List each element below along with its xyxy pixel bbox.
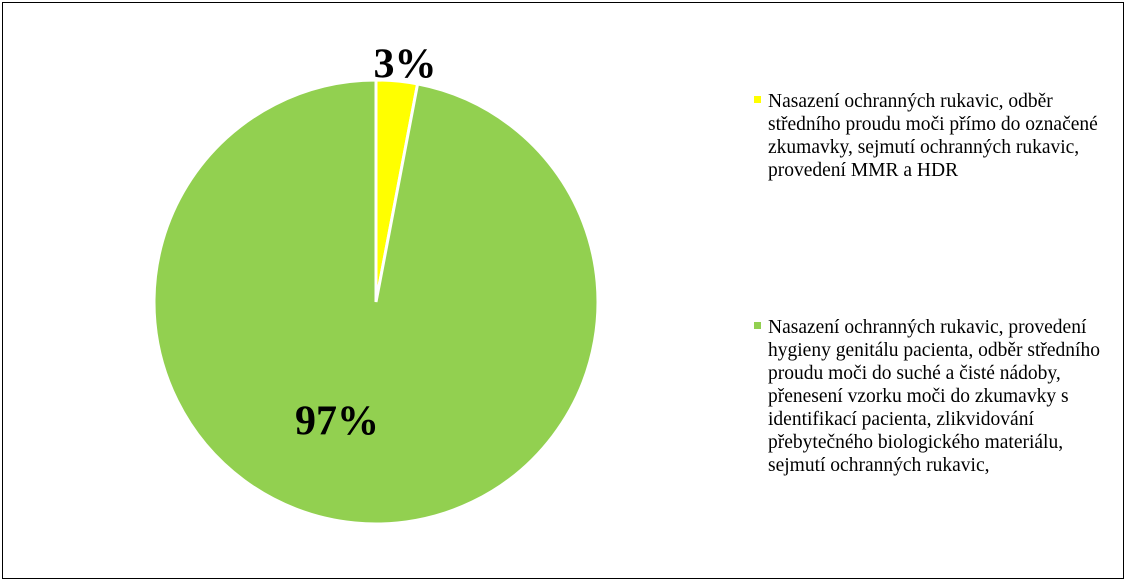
legend-label: Nasazení ochranných rukavic, odběr střed… <box>768 91 1098 181</box>
data-label: 97% <box>295 399 379 445</box>
legend-label: Nasazení ochranných rukavic, provedení h… <box>768 317 1100 476</box>
data-label: 3% <box>374 42 437 88</box>
legend-swatch <box>754 322 761 329</box>
legend-swatch <box>754 96 761 103</box>
pie-slice <box>152 78 600 526</box>
